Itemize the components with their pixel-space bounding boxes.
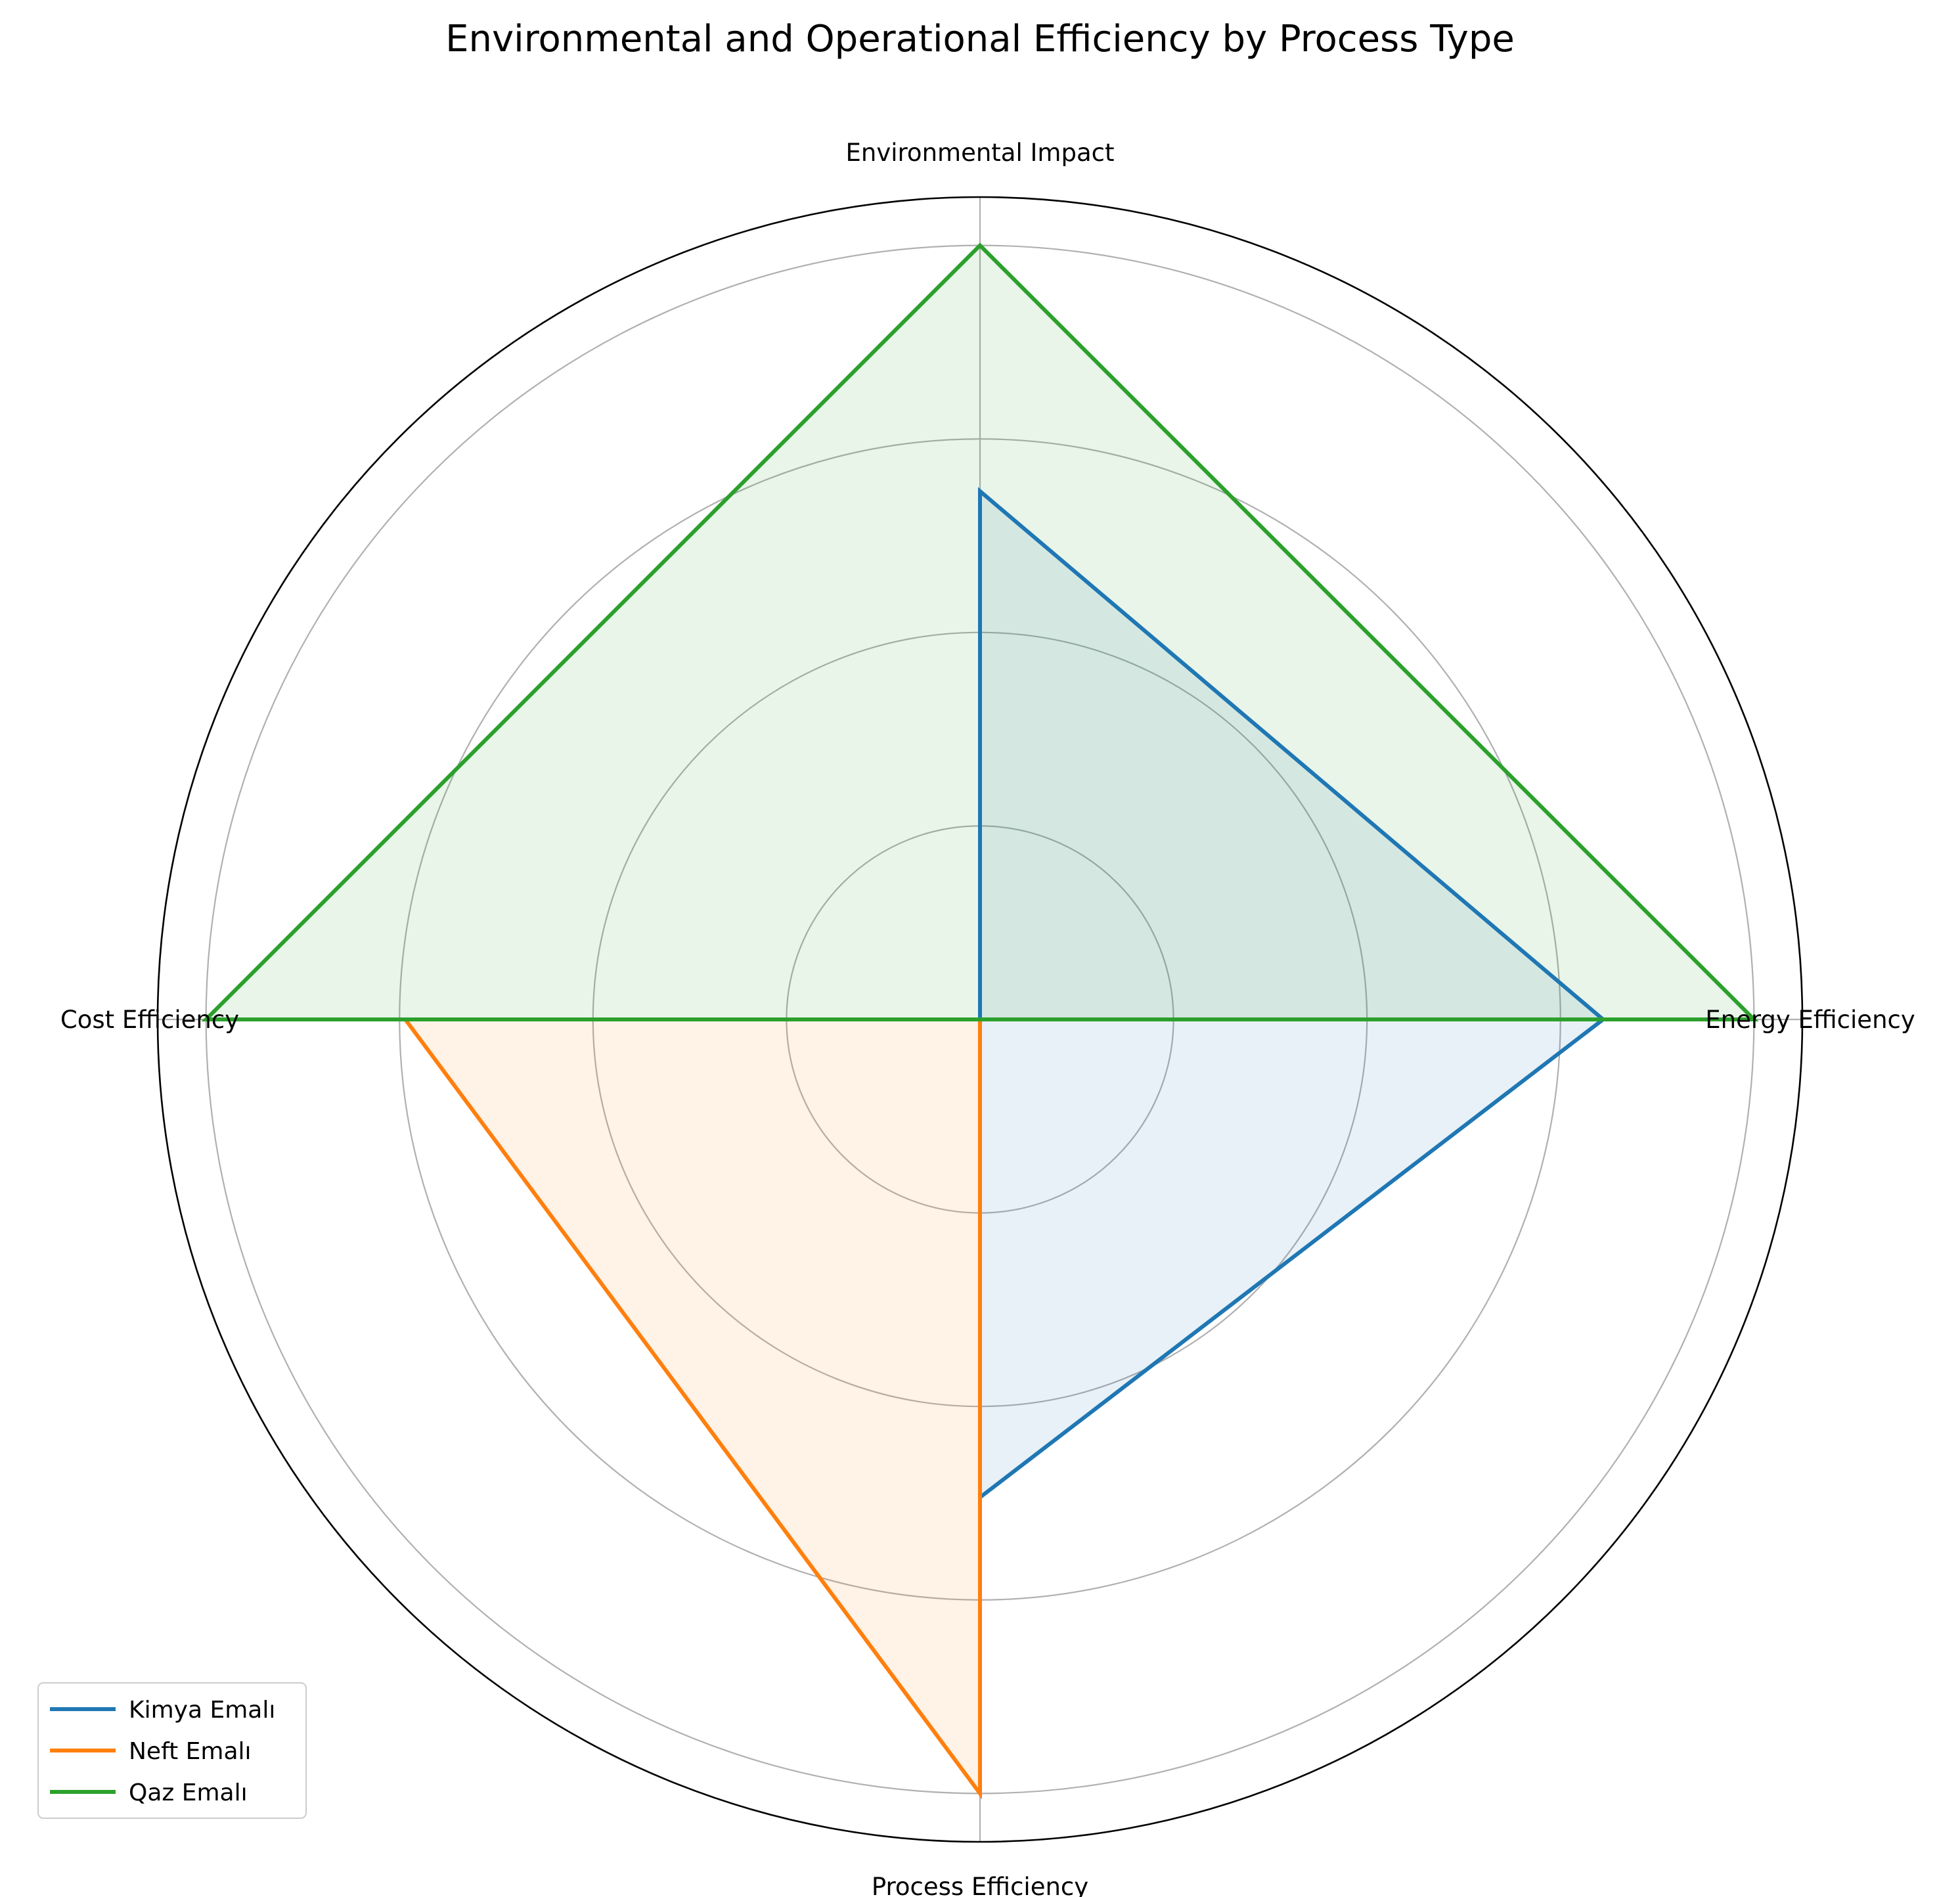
axis-label-2: Process Efficiency	[872, 1873, 1088, 1897]
legend-label-qaz: Qaz Emalı	[129, 1779, 248, 1806]
outer-frame	[156, 196, 1804, 1843]
axis-label-0: Environmental Impact	[846, 139, 1115, 167]
series-fill-0	[980, 491, 1603, 1498]
legend-label-kimya: Kimya Emalı	[129, 1697, 275, 1724]
series-line-2	[201, 242, 1759, 1021]
legend-label-neft: Neft Emalı	[129, 1738, 252, 1765]
legend: Kimya Emalı Neft Emalı Qaz Emalı	[37, 1682, 307, 1819]
series-lines	[201, 242, 1759, 1800]
chart-title: Environmental and Operational Efficiency…	[445, 18, 1515, 60]
axis-label-3: Cost Efficiency	[60, 1006, 239, 1034]
axis-labels: Environmental Impact Energy Efficiency Pro…	[60, 139, 1915, 1897]
legend-frame	[37, 1682, 307, 1819]
axis-label-1: Energy Efficiency	[1705, 1006, 1915, 1034]
